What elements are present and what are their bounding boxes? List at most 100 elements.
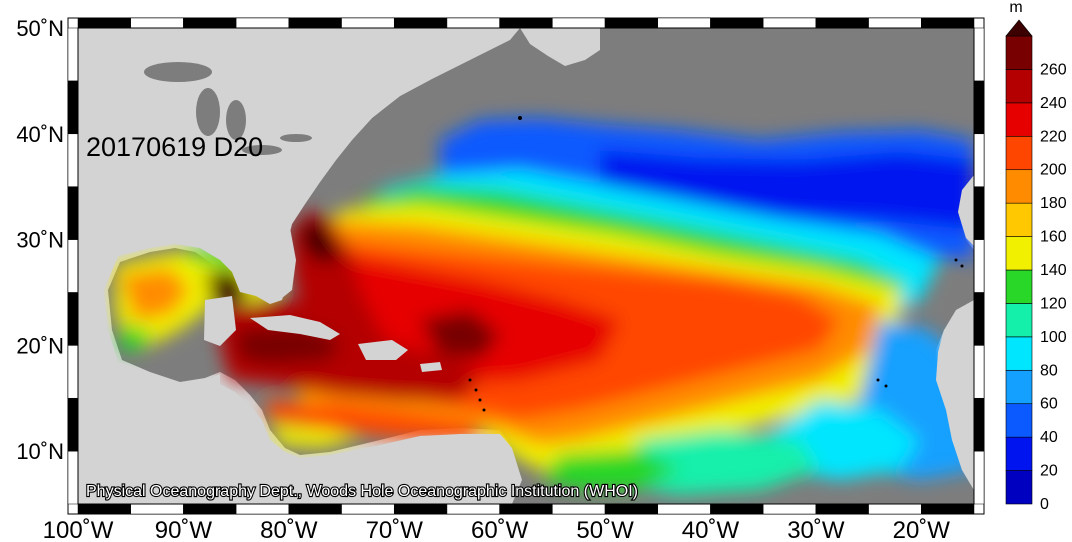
frame-segment (973, 80, 985, 135)
frame-segment (973, 292, 985, 346)
frame-segment (762, 503, 817, 515)
frame-segment (973, 133, 985, 187)
frame-segment (973, 397, 985, 452)
frame-segment (130, 503, 184, 515)
colorbar-segment (1005, 135, 1033, 171)
frame-segment (446, 17, 500, 29)
colorbar-tick-label: 240 (1040, 95, 1067, 112)
frame-segment (130, 17, 184, 29)
colorbar-segment (1005, 436, 1033, 471)
frame-segment (67, 292, 79, 346)
frame-segment (393, 17, 448, 29)
frame-segment (499, 503, 553, 515)
colorbar: m 0 20 40 60 80 100 120 140 160 180 200 220 240 260 (1005, 0, 1067, 513)
colorbar-segment (1005, 69, 1033, 104)
lat-tick-label: 10˚N (16, 439, 64, 464)
frame-segment (446, 503, 500, 515)
colorbar-tick-label: 40 (1040, 429, 1058, 446)
frame-segment (499, 17, 553, 29)
colorbar-tick-label: 0 (1040, 496, 1049, 513)
lon-tick-label: 40˚W (682, 517, 740, 542)
frame-segment (393, 503, 448, 515)
great-lakes-overlay (144, 62, 312, 155)
frame-segment (67, 133, 79, 187)
frame-segment (868, 17, 922, 29)
colorbar-segment (1005, 403, 1033, 438)
colorbar-segment (1005, 336, 1033, 371)
islands (468, 116, 964, 412)
frame-segment (288, 503, 342, 515)
lon-tick-label: 70˚W (366, 517, 424, 542)
frame-segment (67, 186, 79, 240)
colorbar-tick-label: 60 (1040, 396, 1058, 413)
colorbar-tick-label: 220 (1040, 128, 1067, 145)
lon-tick-label: 20˚W (893, 517, 951, 542)
frame-segment (710, 503, 764, 515)
colorbar-tick-label: 80 (1040, 362, 1058, 379)
frame-segment (77, 503, 131, 515)
colorbar-segment (1005, 303, 1033, 338)
lon-tick-label: 100˚W (43, 517, 114, 542)
lon-tick-label: 50˚W (576, 517, 634, 542)
colorbar-tick-label: 100 (1040, 329, 1067, 346)
credit-label: Physical Oceanography Dept., Woods Hole … (86, 483, 638, 500)
frame-segment (710, 17, 764, 29)
frame-segment (552, 503, 606, 515)
frame-segment (973, 27, 985, 82)
colorbar-segment (1005, 35, 1033, 70)
frame-segment (921, 503, 975, 515)
frame-segment (67, 80, 79, 135)
colorbar-segment (1005, 236, 1033, 271)
frame-segment (762, 17, 817, 29)
colorbar-segment (1005, 369, 1033, 405)
lat-tick-label: 50˚N (16, 16, 64, 41)
colorbar-segment (1005, 102, 1033, 137)
frame-segment (973, 239, 985, 293)
colorbar-tick-label: 20 (1040, 463, 1058, 480)
frame-segment (657, 17, 711, 29)
frame-segment (235, 503, 290, 515)
longitude-labels: 100˚W 90˚W 80˚W 70˚W 60˚W 50˚W 40˚W 30˚W 20˚W (43, 517, 951, 542)
lon-tick-label: 60˚W (471, 517, 529, 542)
colorbar-tick-label: 120 (1040, 295, 1067, 312)
colorbar-segment (1005, 470, 1033, 505)
frame-segment (868, 503, 922, 515)
frame-segment (973, 450, 985, 505)
colorbar-tick-label: 200 (1040, 162, 1067, 179)
frame-segment (921, 17, 975, 29)
frame-segment (341, 503, 395, 515)
map-frame (67, 17, 985, 515)
colorbar-segment (1005, 269, 1033, 304)
frame-segment (288, 17, 342, 29)
frame-segment (341, 17, 395, 29)
frame-segment (67, 397, 79, 452)
frame-segment (67, 345, 79, 399)
frame-segment (67, 450, 79, 505)
frame-segment (67, 27, 79, 82)
frame-segment (973, 345, 985, 399)
map-area (78, 28, 974, 504)
colorbar-tick-label: 180 (1040, 195, 1067, 212)
frame-segment (183, 503, 237, 515)
lon-tick-label: 90˚W (155, 517, 213, 542)
lat-tick-label: 30˚N (16, 228, 64, 253)
frame-segment (183, 17, 237, 29)
frame-segment (604, 17, 659, 29)
colorbar-tick-label: 260 (1040, 61, 1067, 78)
colorbar-max-arrow (1005, 19, 1033, 37)
frame-segment (657, 503, 711, 515)
lat-tick-label: 20˚N (16, 333, 64, 358)
frame-segment (235, 17, 290, 29)
frame-segment (552, 17, 606, 29)
latitude-labels: 50˚N 40˚N 30˚N 20˚N 10˚N (16, 16, 64, 464)
frame-segment (815, 503, 869, 515)
frame-segment (815, 17, 869, 29)
frame-segment (604, 503, 659, 515)
frame-segment (973, 186, 985, 240)
colorbar-unit: m (1009, 0, 1022, 16)
colorbar-segment (1005, 169, 1033, 204)
date-label: 20170619 D20 (86, 132, 263, 162)
lon-tick-label: 30˚W (787, 517, 845, 542)
frame-segment (77, 17, 131, 29)
